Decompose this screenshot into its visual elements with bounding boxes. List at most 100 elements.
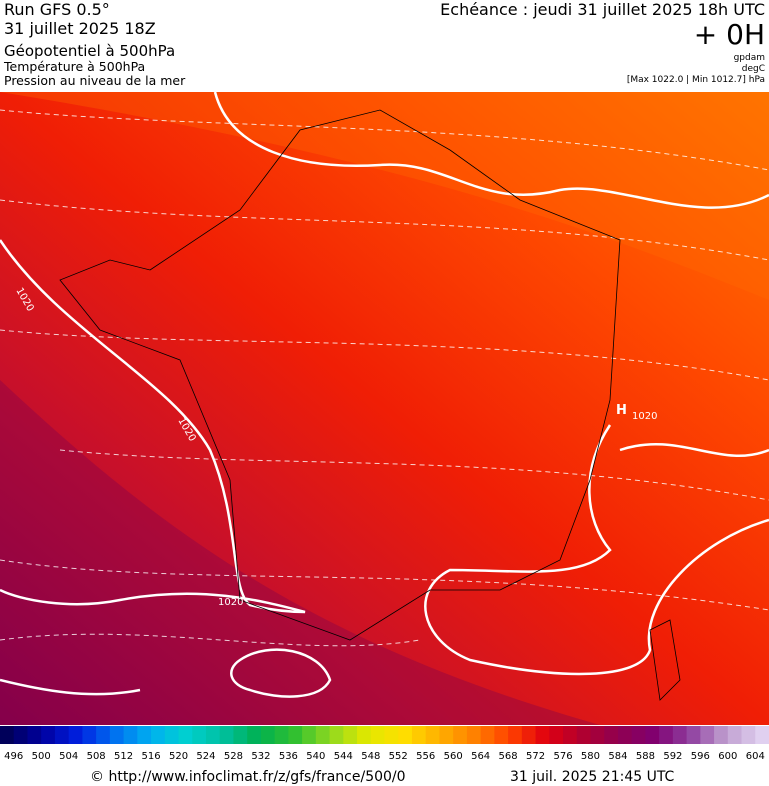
- swatch: [370, 726, 385, 744]
- swatch: [96, 726, 111, 744]
- swatch: [535, 726, 550, 744]
- swatch: [576, 726, 591, 744]
- scale-label: 536: [279, 751, 298, 762]
- swatch: [590, 726, 605, 744]
- swatch: [260, 726, 276, 744]
- unit: degC: [742, 64, 765, 74]
- swatch: [645, 726, 660, 744]
- swatch: [398, 726, 413, 744]
- swatch: [164, 726, 180, 744]
- swatch: [357, 726, 372, 744]
- swatch: [68, 726, 83, 744]
- field: Pression au niveau de la mer: [4, 73, 186, 88]
- run-date: 31 juillet 2025 18Z: [4, 19, 156, 38]
- swatch: [604, 726, 619, 744]
- swatch: [233, 726, 248, 744]
- swatch: [288, 726, 303, 744]
- scale-label: 544: [334, 751, 353, 762]
- color-scale: 496 500 504 508 512 516 520 524 528 532 536 540 544 5…: [0, 726, 769, 762]
- scale-label: 576: [553, 751, 572, 762]
- scale-label: 508: [87, 751, 106, 762]
- scale-label: 528: [224, 751, 243, 762]
- corsica-outline: [649, 619, 681, 701]
- swatch: [137, 726, 152, 744]
- swatch: [0, 726, 15, 744]
- swatch: [41, 726, 56, 744]
- swatch: [549, 726, 564, 744]
- swatch: [741, 726, 756, 744]
- swatch: [13, 726, 28, 744]
- date: 31 juil. 2025 21:45 UTC: [510, 769, 675, 785]
- swatch: [494, 726, 509, 744]
- scale-label: 572: [526, 751, 545, 762]
- swatch: [425, 726, 440, 744]
- echeance: Echéance : jeudi 31 juillet 2025 18h UTC: [440, 0, 765, 19]
- swatch: [109, 726, 125, 744]
- swatch: [700, 726, 715, 744]
- swatch: [343, 726, 358, 744]
- scale-label: 500: [32, 751, 51, 762]
- isobar-label: 1020: [632, 411, 657, 422]
- swatch: [302, 726, 317, 744]
- swatch: [755, 726, 769, 744]
- swatch: [192, 726, 207, 744]
- swatch: [727, 726, 743, 744]
- swatch: [439, 726, 454, 744]
- swatch: [315, 726, 331, 744]
- scale-label: 516: [142, 751, 161, 762]
- scale-label: 580: [581, 751, 600, 762]
- swatch: [508, 726, 523, 744]
- swatch: [384, 726, 399, 744]
- france-outline: [59, 109, 621, 641]
- source: © http://www.infoclimat.fr/z/gfs/france/…: [90, 769, 406, 785]
- field: Géopotentiel à 500hPa: [4, 42, 175, 60]
- swatch: [521, 726, 537, 744]
- scale-label: 540: [306, 751, 325, 762]
- scale-label: 524: [196, 751, 215, 762]
- swatch: [82, 726, 97, 744]
- swatch: [123, 726, 138, 744]
- swatch: [453, 726, 468, 744]
- swatch: [714, 726, 729, 744]
- scale-label: 564: [471, 751, 490, 762]
- scale-label: 496: [4, 751, 23, 762]
- footer: © http://www.infoclimat.fr/z/gfs/france/…: [90, 769, 675, 785]
- scale-label: 568: [499, 751, 518, 762]
- swatch: [563, 726, 578, 744]
- run: Run GFS 0.5°: [4, 0, 110, 19]
- scale-label: 560: [444, 751, 463, 762]
- swatch: [274, 726, 289, 744]
- swatch: [219, 726, 234, 744]
- header: Run GFS 0.5° 31 juillet 2025 18Z Géopote…: [3, 0, 765, 88]
- swatch: [480, 726, 495, 744]
- scale-label: 592: [663, 751, 682, 762]
- scale-label: 552: [389, 751, 408, 762]
- scale-label: 520: [169, 751, 188, 762]
- swatch: [659, 726, 674, 744]
- scale-label: 556: [416, 751, 435, 762]
- swatch: [466, 726, 482, 744]
- field: Température à 500hPa: [3, 59, 145, 74]
- swatch: [329, 726, 344, 744]
- isobar-label: 1020: [218, 597, 243, 608]
- scale-label: 588: [636, 751, 655, 762]
- swatch: [631, 726, 646, 744]
- scale-label: 600: [718, 751, 737, 762]
- scale-label: 512: [114, 751, 133, 762]
- swatch: [27, 726, 42, 744]
- swatch: [617, 726, 633, 744]
- swatch: [151, 726, 166, 744]
- swatch: [686, 726, 701, 744]
- scale-label: 532: [251, 751, 270, 762]
- scale-label: 596: [691, 751, 710, 762]
- range: [Max 1022.0 | Min 1012.7] hPa: [627, 75, 765, 85]
- map: 1020 1020 1020 1020 H: [0, 91, 769, 725]
- swatch: [54, 726, 70, 744]
- high-marker: H: [616, 403, 627, 418]
- band: [0, 380, 600, 725]
- swatch: [178, 726, 193, 744]
- swatch: [205, 726, 221, 744]
- scale-label: 504: [59, 751, 78, 762]
- swatch: [247, 726, 262, 744]
